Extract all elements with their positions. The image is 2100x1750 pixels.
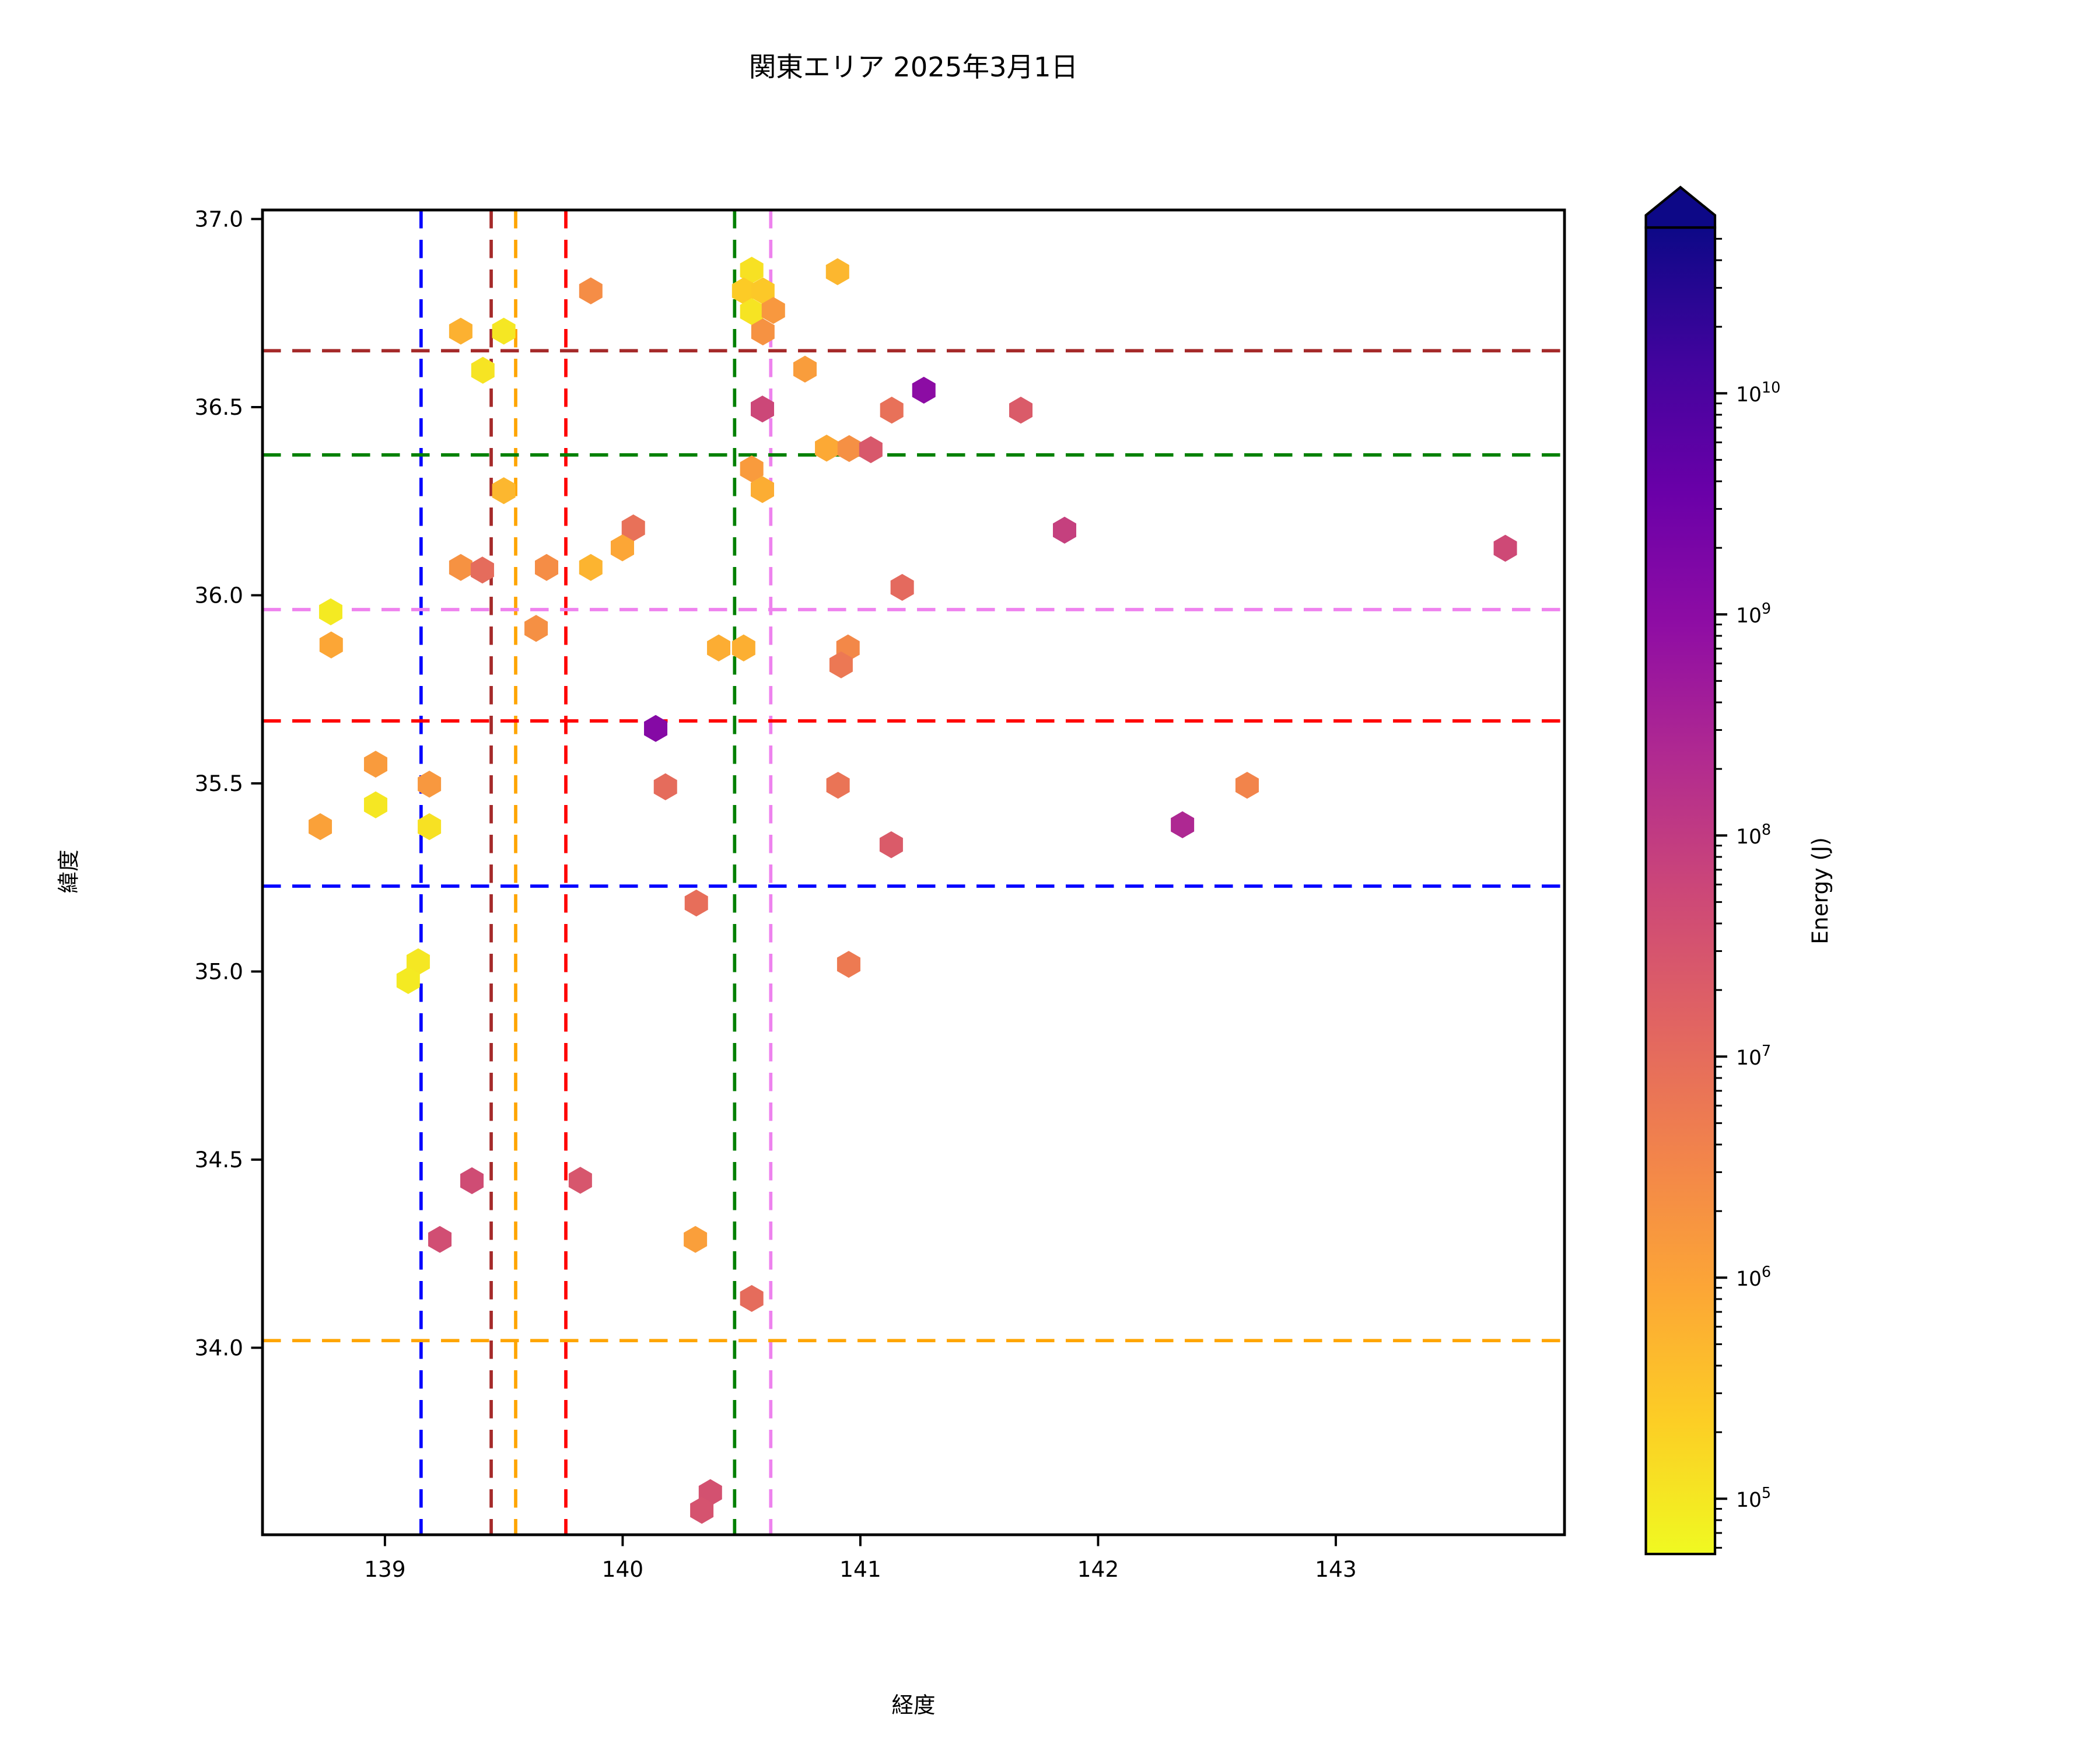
earthquake-point [684,1226,708,1253]
y-tick-label: 36.0 [195,583,244,608]
earthquake-point [684,889,708,917]
y-tick-label: 34.0 [195,1335,244,1361]
earthquake-point [837,435,861,463]
chart-title: 関東エリア 2025年3月1日 [748,51,1079,83]
earthquake-point [363,750,387,778]
colorbar-tick-label: 108 [1736,821,1771,849]
colorbar-tick-label: 109 [1736,600,1771,628]
earthquake-point [568,1167,592,1194]
earthquake-point [579,277,603,304]
y-axis-label: 緯度 [55,849,82,894]
earthquake-point [1235,772,1259,799]
earthquake-point [829,651,853,678]
earthquake-point [732,277,755,304]
y-tick-label: 37.0 [195,206,244,232]
earthquake-point [825,258,849,285]
earthquake-point [761,297,785,324]
x-tick-label: 140 [602,1556,644,1582]
x-tick-label: 142 [1077,1556,1119,1582]
earthquake-point [309,813,332,841]
y-tick-label: 34.5 [195,1147,244,1172]
earthquake-point [793,355,817,383]
earthquake-point [418,771,442,798]
y-tick-label: 36.5 [195,394,244,420]
earthquake-point [621,514,645,542]
colorbar-bar [1644,226,1717,1556]
earthquake-point [396,967,420,995]
earthquake-point [1493,534,1517,562]
earthquake-point [751,476,775,503]
axes-frame [261,208,1566,1536]
earthquake-point [890,573,914,601]
x-tick-label: 141 [839,1556,881,1582]
earthquake-point [492,477,516,505]
earthquake-point [318,598,342,625]
x-tick-label: 143 [1315,1556,1357,1582]
earthquake-point [460,1167,484,1195]
earthquake-point [879,831,903,859]
earthquake-point [1009,397,1032,424]
earthquake-point [319,631,343,659]
colorbar-tick-label: 1010 [1736,379,1780,407]
earthquake-point [859,436,883,463]
earthquake-point [740,455,764,482]
earthquake-point [826,772,850,799]
x-tick-label: 139 [364,1556,406,1582]
earthquake-point [732,634,755,662]
earthquake-point [492,317,516,345]
earthquake-point [449,317,473,345]
earthquake-point [534,554,558,581]
y-tick-label: 35.0 [195,959,244,985]
earthquake-point [471,356,495,384]
earthquake-point [815,435,839,462]
earthquake-point [524,615,548,642]
colorbar-label: Energy (J) [1807,837,1833,944]
earthquake-point [610,534,634,562]
earthquake-point [751,277,775,304]
colorbar-arrow [1644,186,1717,229]
earthquake-point [740,1284,764,1312]
colorbar-tick-label: 105 [1736,1485,1771,1512]
earthquake-point [707,634,731,662]
earthquake-point [912,376,936,404]
earthquake-point [428,1226,452,1253]
earthquake-point [418,813,442,841]
earthquake-point [449,554,473,581]
y-tick-label: 35.5 [195,771,244,796]
colorbar-tick-label: 107 [1736,1042,1771,1070]
earthquake-point [690,1496,714,1524]
earthquake-point [751,318,775,346]
earthquake-point [644,715,668,742]
earthquake-point [740,298,764,326]
earthquake-point [470,556,494,584]
earthquake-point [836,951,860,978]
earthquake-point [363,791,387,818]
earthquake-point [1052,516,1076,544]
earthquake-point [579,554,603,581]
earthquake-point [751,396,775,423]
earthquake-point [653,773,677,800]
earthquake-point [740,257,764,284]
earthquake-point [406,948,430,975]
colorbar-tick-label: 106 [1736,1264,1771,1291]
x-axis-label: 経度 [891,1692,936,1718]
earthquake-point [880,397,904,424]
earthquake-point [1171,811,1195,838]
